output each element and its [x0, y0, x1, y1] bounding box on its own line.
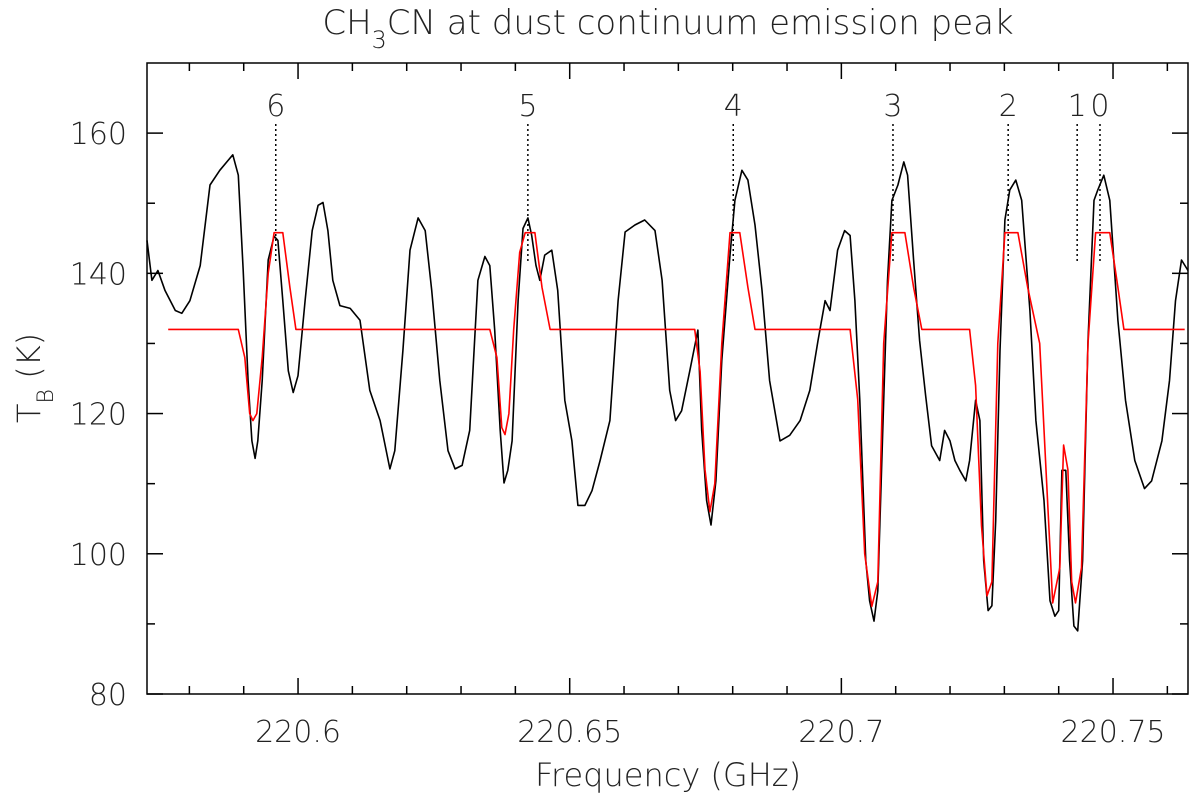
title-part: CH: [322, 3, 371, 43]
x-axis-label: Frequency (GHz): [535, 756, 801, 794]
ylabel-part: B: [33, 389, 59, 404]
spectrum-line: [146, 154, 1189, 632]
y-tick-label: 140: [70, 257, 127, 292]
annotation-label: 4: [724, 89, 743, 124]
title-part: CN at dust continuum emission peak: [387, 3, 1014, 43]
annotation-label: 0: [1090, 89, 1109, 124]
x-tick-label: 220.75: [1061, 715, 1166, 750]
spectrum-line: [168, 231, 1185, 608]
y-tick-label: 120: [70, 398, 127, 433]
annotation-label: 1: [1068, 89, 1087, 124]
x-tick-label: 220.65: [517, 715, 622, 750]
ylabel-part: (K): [10, 333, 48, 389]
xlabel-part: Frequency (GHz): [535, 756, 801, 794]
ylabel-part: T: [10, 404, 48, 424]
plot-frame: [146, 62, 1189, 695]
x-tick-label: 220.7: [798, 715, 884, 750]
annotation-label: 3: [883, 89, 902, 124]
annotation-label: 6: [266, 89, 285, 124]
y-axis-label: TB (K): [10, 333, 59, 423]
chart-title: CH3CN at dust continuum emission peak: [322, 3, 1013, 54]
x-tick-label: 220.6: [255, 715, 341, 750]
annotation-label: 5: [518, 89, 537, 124]
y-tick-label: 160: [70, 117, 127, 152]
y-tick-label: 100: [70, 538, 127, 573]
y-tick-label: 80: [89, 678, 127, 713]
title-part: 3: [372, 26, 387, 54]
annotation-label: 2: [999, 89, 1018, 124]
